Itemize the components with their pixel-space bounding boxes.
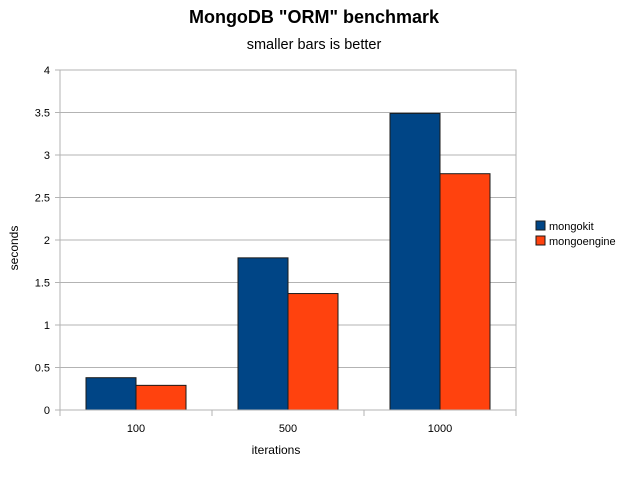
y-tick-label: 0.5 — [35, 363, 50, 375]
bars — [85, 112, 491, 411]
bar-mongoengine-1000 — [439, 173, 491, 411]
bar-mongokit-500 — [237, 257, 289, 411]
bar-mongokit-1000 — [389, 112, 441, 411]
y-tick-label: 1 — [44, 320, 50, 332]
x-tick-label: 1000 — [428, 423, 452, 435]
legend-swatch-mongokit — [535, 220, 546, 231]
legend-label-mongokit: mongokit — [549, 221, 594, 233]
legend-swatch-mongoengine — [535, 235, 546, 246]
y-tick-label: 4 — [44, 65, 50, 77]
y-tick-label: 3.5 — [35, 108, 50, 120]
y-tick-label: 1.5 — [35, 278, 50, 290]
x-tick-label: 500 — [279, 423, 297, 435]
y-tick-label: 2 — [44, 235, 50, 247]
y-tick-label: 3 — [44, 150, 50, 162]
bar-mongoengine-500 — [287, 293, 339, 411]
legend: mongokit mongoengine — [535, 220, 616, 248]
bar-mongoengine-100 — [135, 384, 187, 411]
chart-title: MongoDB "ORM" benchmark — [188, 7, 440, 27]
y-tick-label: 0 — [44, 405, 50, 417]
bar-mongokit-100 — [85, 377, 137, 411]
y-axis-label: seconds — [7, 226, 21, 271]
chart-subtitle: smaller bars is better — [246, 37, 382, 53]
y-axis-ticks: 0 0.5 1 1.5 2 2.5 3 3.5 4 — [35, 65, 60, 417]
x-axis-ticks: 100 500 1000 — [59, 410, 517, 435]
x-axis-label: iterations — [252, 443, 301, 457]
plot-area-frame — [59, 69, 517, 411]
y-tick-label: 2.5 — [35, 193, 50, 205]
x-tick-label: 100 — [127, 423, 145, 435]
legend-label-mongoengine: mongoengine — [549, 236, 616, 248]
